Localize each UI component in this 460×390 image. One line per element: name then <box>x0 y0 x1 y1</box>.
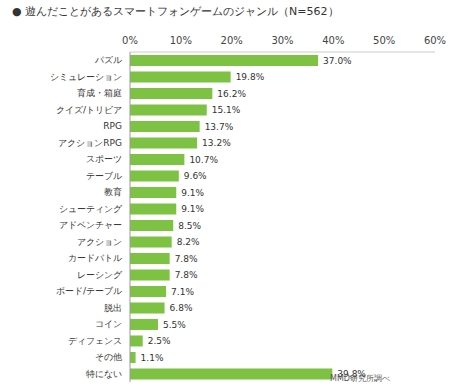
svg-text:8.2%: 8.2% <box>177 237 200 247</box>
svg-text:5.5%: 5.5% <box>163 320 186 330</box>
svg-text:10%: 10% <box>170 35 192 46</box>
svg-text:16.2%: 16.2% <box>217 89 246 99</box>
svg-text:クイズ/トリビア: クイズ/トリビア <box>56 105 122 115</box>
svg-text:教育: 教育 <box>104 187 122 197</box>
svg-text:2.5%: 2.5% <box>148 336 171 346</box>
svg-text:9.1%: 9.1% <box>181 204 204 214</box>
svg-text:7.8%: 7.8% <box>175 254 198 264</box>
svg-text:ボード/テーブル: ボード/テーブル <box>56 286 122 296</box>
svg-text:育成・箱庭: 育成・箱庭 <box>77 88 122 98</box>
svg-text:テーブル: テーブル <box>86 171 122 181</box>
svg-text:アドベンチャー: アドベンチャー <box>59 220 122 230</box>
svg-text:6.8%: 6.8% <box>170 303 193 313</box>
svg-text:37.0%: 37.0% <box>323 56 352 66</box>
svg-text:40%: 40% <box>322 35 344 46</box>
svg-text:9.1%: 9.1% <box>181 188 204 198</box>
svg-text:スポーツ: スポーツ <box>86 154 122 164</box>
svg-text:8.5%: 8.5% <box>178 221 201 231</box>
svg-text:その他: その他 <box>95 352 122 362</box>
svg-text:0%: 0% <box>122 35 138 46</box>
svg-text:7.8%: 7.8% <box>175 270 198 280</box>
html-text:MMD研究所調べ: MMD研究所調べ <box>330 374 390 383</box>
svg-text:アクション: アクション <box>77 237 122 247</box>
svg-text:特にない: 特にない <box>86 369 122 379</box>
svg-text:20%: 20% <box>221 35 243 46</box>
svg-text:30%: 30% <box>271 35 293 46</box>
svg-text:1.1%: 1.1% <box>141 353 164 363</box>
svg-text:9.6%: 9.6% <box>184 171 207 181</box>
svg-text:19.8%: 19.8% <box>236 72 265 82</box>
svg-text:レーシング: レーシング <box>77 270 123 280</box>
svg-text:脱出: 脱出 <box>104 303 122 313</box>
svg-text:パズル: パズル <box>94 55 122 65</box>
html-text:● 遊んだことがあるスマートフォンゲームのジャンル（N=56: ● 遊んだことがあるスマートフォンゲームのジャンル（N=562） <box>12 5 339 18</box>
svg-text:コイン: コイン <box>95 319 122 329</box>
svg-text:7.1%: 7.1% <box>171 287 194 297</box>
svg-text:RPG: RPG <box>103 121 122 131</box>
svg-text:13.7%: 13.7% <box>205 122 234 132</box>
svg-text:50%: 50% <box>373 35 395 46</box>
svg-text:10.7%: 10.7% <box>189 155 218 165</box>
svg-text:13.2%: 13.2% <box>202 138 231 148</box>
svg-text:60%: 60% <box>424 35 446 46</box>
svg-text:15.1%: 15.1% <box>212 105 241 115</box>
svg-text:カードバトル: カードバトル <box>68 253 122 263</box>
svg-text:アクションRPG: アクションRPG <box>58 138 122 148</box>
svg-text:シューティング: シューティング <box>59 204 123 214</box>
svg-text:ディフェンス: ディフェンス <box>68 336 122 346</box>
svg-text:シミュレーション: シミュレーション <box>50 72 122 82</box>
